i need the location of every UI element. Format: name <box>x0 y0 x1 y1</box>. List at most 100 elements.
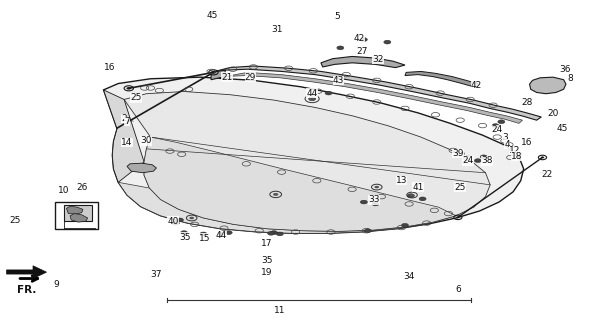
Circle shape <box>309 97 315 100</box>
Text: 10: 10 <box>58 186 70 195</box>
Circle shape <box>419 197 426 201</box>
Circle shape <box>172 221 179 225</box>
Text: 17: 17 <box>260 239 272 248</box>
Text: 9: 9 <box>54 280 59 289</box>
Circle shape <box>409 194 415 196</box>
Text: 39: 39 <box>452 149 464 158</box>
Text: 3: 3 <box>502 133 508 142</box>
Circle shape <box>408 194 415 197</box>
Text: 6: 6 <box>455 284 461 293</box>
Text: 21: 21 <box>221 73 233 82</box>
Text: 42: 42 <box>353 35 365 44</box>
Circle shape <box>200 232 207 236</box>
Circle shape <box>217 232 224 236</box>
Text: 43: 43 <box>333 76 344 85</box>
Text: 16: 16 <box>521 138 532 147</box>
Polygon shape <box>104 90 144 182</box>
Text: 33: 33 <box>368 195 379 204</box>
Text: 31: 31 <box>271 25 283 34</box>
Circle shape <box>180 231 187 235</box>
Circle shape <box>176 218 183 222</box>
Circle shape <box>127 87 131 90</box>
Text: 27: 27 <box>356 47 368 56</box>
Text: 25: 25 <box>9 216 21 225</box>
Polygon shape <box>405 71 479 87</box>
Text: 2: 2 <box>121 114 127 123</box>
Text: 4: 4 <box>504 140 510 148</box>
Text: 32: 32 <box>372 55 383 64</box>
Text: 35: 35 <box>179 233 190 242</box>
Text: 38: 38 <box>481 156 493 165</box>
Text: 16: 16 <box>104 63 115 72</box>
Text: 13: 13 <box>396 176 407 185</box>
Text: 25: 25 <box>130 93 141 102</box>
Circle shape <box>498 120 505 124</box>
Polygon shape <box>124 92 490 231</box>
Text: 29: 29 <box>245 73 256 82</box>
Polygon shape <box>321 56 405 68</box>
Polygon shape <box>209 72 522 123</box>
Polygon shape <box>104 77 524 233</box>
Text: 20: 20 <box>547 109 559 118</box>
Circle shape <box>211 71 216 74</box>
Circle shape <box>270 231 277 235</box>
Text: 12: 12 <box>509 146 521 155</box>
Circle shape <box>309 97 316 101</box>
Text: 44: 44 <box>306 89 317 98</box>
Text: 14: 14 <box>121 138 133 147</box>
Circle shape <box>276 232 283 236</box>
Circle shape <box>480 155 487 159</box>
Text: 36: 36 <box>559 65 571 74</box>
Polygon shape <box>530 77 566 94</box>
Text: 44: 44 <box>216 231 227 240</box>
Circle shape <box>402 223 409 227</box>
Circle shape <box>337 46 344 50</box>
Polygon shape <box>70 213 88 222</box>
Text: 41: 41 <box>412 183 423 192</box>
Circle shape <box>189 217 194 219</box>
Polygon shape <box>67 206 83 214</box>
Text: 8: 8 <box>568 74 574 83</box>
Text: 30: 30 <box>141 136 152 145</box>
Circle shape <box>325 91 332 95</box>
Circle shape <box>384 40 391 44</box>
Text: 34: 34 <box>403 272 415 281</box>
Text: 37: 37 <box>151 269 162 279</box>
Text: 26: 26 <box>76 183 88 192</box>
Text: 45: 45 <box>556 124 568 132</box>
Text: 19: 19 <box>261 268 273 277</box>
Text: FR.: FR. <box>17 285 37 295</box>
Text: 42: 42 <box>471 81 482 90</box>
Text: 5: 5 <box>334 12 340 21</box>
Text: 18: 18 <box>511 152 522 161</box>
Text: 11: 11 <box>274 306 286 315</box>
Polygon shape <box>209 66 541 120</box>
Polygon shape <box>118 182 429 233</box>
Circle shape <box>474 159 481 163</box>
Circle shape <box>372 202 379 206</box>
Circle shape <box>225 231 232 235</box>
Text: 24: 24 <box>492 125 503 134</box>
Text: 7: 7 <box>124 117 130 126</box>
Polygon shape <box>127 163 157 173</box>
Text: 40: 40 <box>167 217 178 226</box>
Circle shape <box>267 231 274 235</box>
Text: 15: 15 <box>200 234 211 243</box>
Circle shape <box>365 229 372 233</box>
Circle shape <box>360 38 368 42</box>
Circle shape <box>273 193 279 196</box>
Polygon shape <box>6 266 47 278</box>
Circle shape <box>456 216 459 218</box>
Text: 45: 45 <box>207 11 218 20</box>
Circle shape <box>375 186 379 188</box>
Polygon shape <box>211 70 225 80</box>
Circle shape <box>360 200 368 204</box>
Text: 35: 35 <box>261 256 273 265</box>
Text: 28: 28 <box>521 98 532 107</box>
Polygon shape <box>64 204 92 220</box>
Text: 22: 22 <box>541 170 553 179</box>
Text: 24: 24 <box>462 156 474 165</box>
Circle shape <box>492 124 499 127</box>
Polygon shape <box>144 137 456 231</box>
Circle shape <box>541 156 544 158</box>
